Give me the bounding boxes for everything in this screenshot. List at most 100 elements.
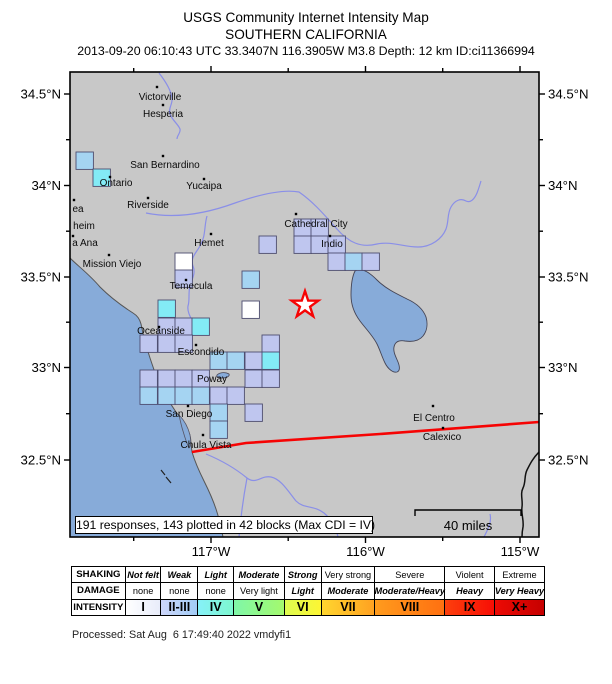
legend-column: Violent Heavy IX	[444, 567, 494, 615]
city-label: ea	[72, 204, 84, 215]
legend-intensity-cell: X+	[495, 598, 544, 615]
city-label: Hemet	[194, 238, 224, 249]
city-label: Indio	[321, 239, 343, 250]
intensity-block	[174, 369, 193, 388]
river-santa-ana-whitewater	[145, 180, 482, 248]
city-label: Oceanside	[137, 326, 185, 337]
intensity-block	[174, 269, 193, 288]
city-dot	[146, 196, 150, 200]
legend-shaking-cell: Light	[204, 569, 227, 580]
legend-shaking-cell: Very strong	[324, 569, 372, 580]
city-label: Temecula	[170, 281, 213, 292]
page-subtitle: SOUTHERN CALIFORNIA	[225, 27, 387, 42]
legend-row-header: DAMAGE	[72, 582, 125, 598]
axis-label-lat: 33°N	[548, 360, 577, 375]
legend-damage-cell: Very light	[234, 582, 284, 598]
legend-column: Moderate Very light V	[233, 567, 284, 615]
legend-column: SHAKING DAMAGE INTENSITY	[72, 567, 125, 615]
legend-column: Light none IV	[197, 567, 234, 615]
legend-intensity-cell: IV	[198, 598, 234, 615]
axis-label-lat: 33.5°N	[548, 270, 588, 285]
axis-label-lon: 115°W	[501, 544, 540, 559]
city-dot	[107, 253, 111, 257]
legend-row-header: SHAKING	[76, 569, 121, 581]
legend-shaking-cell: Weak	[167, 569, 192, 580]
legend-shaking-cell: Not felt	[127, 569, 159, 580]
city-label: Mission Viejo	[83, 259, 142, 270]
city-label: Cathedral City	[284, 219, 347, 230]
legend-intensity-cell: V	[234, 598, 284, 615]
intensity-block	[75, 151, 94, 170]
city-label: Riverside	[127, 200, 169, 211]
legend-shaking-cell: Severe	[395, 569, 425, 580]
intensity-block	[174, 386, 193, 405]
epicenter-star-icon	[288, 287, 322, 320]
axis-label-lat: 32.5°N	[548, 453, 588, 468]
city-label: Yucaipa	[186, 181, 222, 192]
city-dot	[431, 404, 435, 408]
legend-shaking-cell: Moderate	[238, 569, 280, 580]
legend-intensity-cell: VIII	[375, 598, 445, 615]
intensity-block	[244, 369, 263, 388]
city-label: Victorville	[139, 92, 182, 103]
axis-ticks-layer: 34.5°N 34.5°N 34°N 34°N 33.5°N 33.5°N 33°N 33°N…	[21, 66, 588, 559]
legend-column: Very strong Moderate VII	[320, 567, 375, 615]
city-dot	[186, 404, 190, 408]
axis-label-lat: 34.5°N	[21, 87, 61, 102]
scale-bar	[414, 509, 522, 516]
city-dot	[157, 325, 161, 329]
intensity-block	[209, 420, 228, 439]
city-label: Escondido	[178, 347, 225, 358]
legend-damage-cell: Moderate/Heavy	[375, 582, 445, 598]
intensity-block	[174, 334, 193, 353]
intensity-block	[157, 299, 176, 318]
city-label: San Bernardino	[130, 160, 200, 171]
city-dot	[72, 198, 76, 202]
legend-damage-cell: Moderate	[321, 582, 375, 598]
intensity-block	[293, 235, 312, 254]
intensity-block	[261, 369, 280, 388]
intensity-block	[157, 386, 176, 405]
legend-intensity-cell: I	[125, 598, 161, 615]
river-temecula-creek	[187, 215, 208, 323]
state-border-line	[520, 451, 539, 537]
legend-column: Extreme Very Heavy X+	[494, 567, 544, 615]
axis-label-lat: 34°N	[548, 178, 577, 193]
legend-intensity-cell: VI	[284, 598, 321, 615]
city-dot	[202, 177, 206, 181]
axis-label-lat: 33°N	[32, 360, 61, 375]
legend-damage-cell: Light	[284, 582, 321, 598]
intensity-block	[209, 403, 228, 422]
axis-label-lat: 34.5°N	[548, 87, 588, 102]
map-frame	[69, 71, 540, 538]
processed-timestamp: Processed: Sat Aug 6 17:49:40 2022 vmdyf…	[72, 629, 292, 641]
city-label: Poway	[197, 374, 227, 385]
intensity-block	[191, 317, 210, 336]
epicenter-layer	[288, 287, 322, 320]
city-label: Calexico	[423, 432, 462, 443]
intensity-block	[191, 386, 210, 405]
legend-damage-cell: none	[161, 582, 198, 598]
intensity-block	[327, 252, 346, 271]
intensity-block	[258, 235, 277, 254]
river-tijuana	[205, 453, 339, 537]
legend-shaking-cell: Violent	[455, 569, 484, 580]
city-dot	[201, 433, 205, 437]
legend-intensity-cell: VII	[321, 598, 375, 615]
san-diego-bay	[178, 413, 192, 449]
intensity-block	[226, 351, 245, 370]
river-southeast	[483, 513, 492, 537]
intensity-block	[157, 334, 176, 353]
legend-damage-cell: Heavy	[445, 582, 494, 598]
city-dot	[108, 175, 112, 179]
coronado-islands	[160, 469, 172, 484]
intensity-block	[361, 252, 380, 271]
poway-lake	[216, 372, 230, 379]
intensity-block	[139, 334, 158, 353]
city-dot	[71, 234, 75, 238]
city-label: Hesperia	[143, 109, 183, 120]
scale-bar-label: 40 miles	[444, 518, 493, 533]
intensity-block	[226, 386, 245, 405]
